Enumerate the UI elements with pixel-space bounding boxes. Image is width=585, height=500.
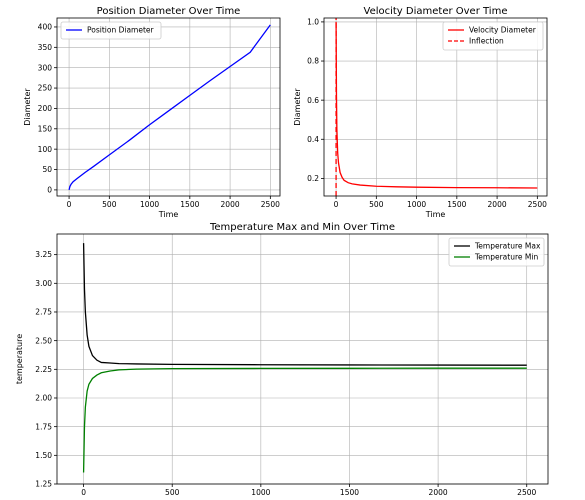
y-tick-label: 50 bbox=[42, 165, 52, 174]
y-tick-label: 200 bbox=[38, 104, 53, 113]
series-line-2 bbox=[82, 367, 527, 473]
legend: Position Diameter bbox=[60, 21, 162, 40]
x-axis-label: Time bbox=[425, 210, 446, 219]
y-tick-label: 3.00 bbox=[35, 279, 52, 288]
y-tick-label: 100 bbox=[38, 145, 53, 154]
legend-label: Temperature Max bbox=[474, 242, 541, 251]
legend-label: Temperature Min bbox=[474, 253, 538, 262]
y-axis-label: Diameter bbox=[293, 88, 302, 126]
x-tick-label: 500 bbox=[102, 200, 117, 209]
y-tick-label: 400 bbox=[38, 23, 53, 32]
y-tick-label: 0.4 bbox=[307, 135, 319, 144]
y-tick-label: 0.2 bbox=[307, 174, 319, 183]
plot-frame bbox=[56, 233, 549, 485]
y-tick-label: 2.75 bbox=[35, 308, 52, 317]
x-tick-label: 2500 bbox=[261, 200, 280, 209]
x-tick-label: 1000 bbox=[140, 200, 159, 209]
legend-box bbox=[448, 237, 545, 267]
x-tick-label: 1500 bbox=[447, 200, 466, 209]
y-tick-label: 0 bbox=[47, 185, 52, 194]
y-axis-label: Diameter bbox=[23, 88, 32, 126]
x-tick-label: 0 bbox=[67, 200, 72, 209]
y-tick-label: 0.6 bbox=[307, 96, 319, 105]
x-axis-label: Time bbox=[158, 210, 179, 219]
chart-title: Temperature Max and Min Over Time bbox=[209, 222, 395, 233]
x-tick-label: 1000 bbox=[251, 488, 270, 497]
legend: Velocity Diameter Inflection bbox=[442, 21, 544, 51]
chart-title: Position Diameter Over Time bbox=[97, 6, 241, 17]
x-tick-label: 2500 bbox=[517, 488, 536, 497]
chart-2: 0 500 1000 1500 2000 2500 0.2 0.4 0.6 0.8 1.0 Veloc… bbox=[293, 6, 548, 219]
x-tick-label: 0 bbox=[334, 200, 339, 209]
legend-label: Inflection bbox=[469, 37, 504, 46]
x-tick-label: 1000 bbox=[407, 200, 426, 209]
y-tick-label: 3.25 bbox=[35, 250, 52, 259]
y-tick-label: 150 bbox=[38, 124, 53, 133]
x-tick-label: 0 bbox=[81, 488, 86, 497]
series-line-1 bbox=[82, 243, 527, 366]
y-tick-label: 2.50 bbox=[35, 336, 52, 345]
x-tick-label: 500 bbox=[165, 488, 180, 497]
y-tick-label: 1.25 bbox=[35, 480, 52, 489]
chart-title: Velocity Diameter Over Time bbox=[364, 6, 508, 17]
chart-3: 0 500 1000 1500 2000 2500 1.25 1.50 1.75 2.00 2.25… bbox=[15, 222, 549, 497]
x-tick-label: 2000 bbox=[429, 488, 448, 497]
y-tick-label: 1.0 bbox=[307, 18, 319, 27]
plot-frame bbox=[323, 17, 548, 197]
y-tick-label: 1.75 bbox=[35, 422, 52, 431]
y-tick-label: 250 bbox=[38, 84, 53, 93]
x-tick-label: 500 bbox=[369, 200, 384, 209]
chart-1: 0 500 1000 1500 2000 2500 0 50 100 150 200 250 300 35… bbox=[23, 6, 281, 219]
y-tick-label: 1.50 bbox=[35, 451, 52, 460]
y-tick-label: 2.00 bbox=[35, 394, 52, 403]
series-line-1 bbox=[335, 21, 538, 189]
legend: Temperature Max Temperature Min bbox=[448, 237, 545, 267]
series-line-1 bbox=[68, 24, 271, 191]
legend-box bbox=[60, 21, 162, 40]
x-tick-label: 2500 bbox=[528, 200, 547, 209]
x-tick-label: 2000 bbox=[221, 200, 240, 209]
plot-frame bbox=[56, 17, 281, 197]
y-axis-label: temperature bbox=[15, 334, 24, 384]
y-tick-label: 300 bbox=[38, 63, 53, 72]
x-tick-label: 2000 bbox=[488, 200, 507, 209]
y-tick-label: 2.25 bbox=[35, 365, 52, 374]
x-tick-label: 1500 bbox=[180, 200, 199, 209]
legend-label: Velocity Diameter bbox=[469, 26, 537, 35]
y-tick-label: 350 bbox=[38, 43, 53, 52]
x-tick-label: 1500 bbox=[340, 488, 359, 497]
y-tick-label: 0.8 bbox=[307, 57, 319, 66]
legend-label: Position Diameter bbox=[87, 26, 155, 35]
legend-box bbox=[442, 21, 544, 51]
